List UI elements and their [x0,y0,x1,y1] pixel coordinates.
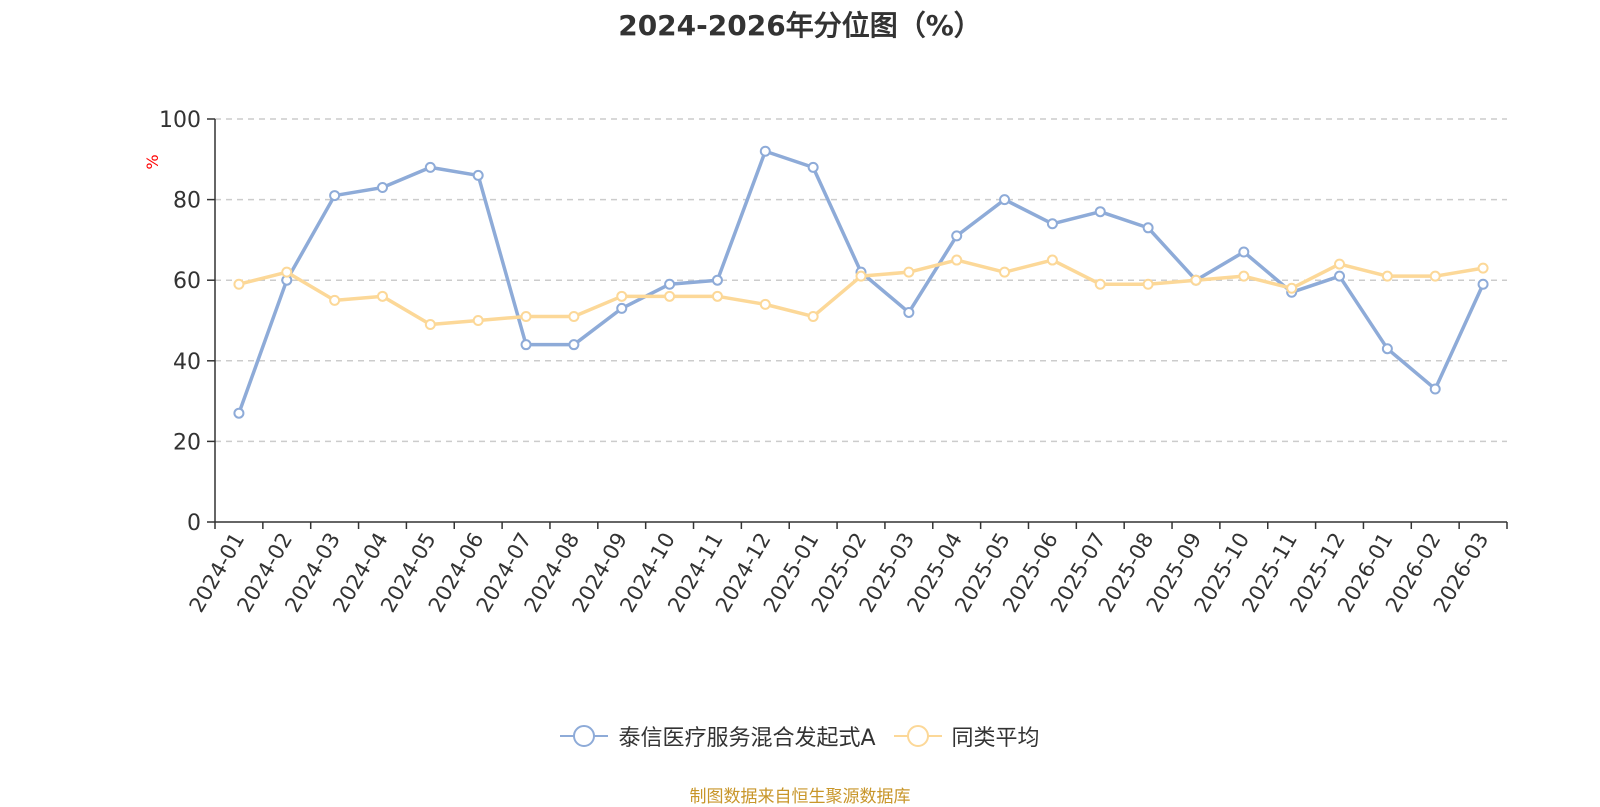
y-axis-label: % [143,154,162,169]
series-1-point[interactable] [1142,278,1154,290]
y-tick-label: 100 [159,108,201,133]
legend: 泰信医疗服务混合发起式A 同类平均 [0,720,1600,752]
series-0-point[interactable] [711,274,723,286]
series-0-point[interactable] [1334,270,1346,282]
series-1-point[interactable] [233,278,245,290]
legend-marker-fund [560,725,609,747]
series-0-point[interactable] [329,190,341,202]
series-0-point[interactable] [520,339,532,351]
series-1-point[interactable] [1190,274,1202,286]
y-tick-label: 20 [173,430,201,455]
series-0-point[interactable] [951,230,963,242]
series-1-point[interactable] [664,290,676,302]
axes: 0204060801002024-012024-022024-032024-04… [159,108,1508,616]
legend-label-category-average: 同类平均 [951,726,1040,751]
series-0-point[interactable] [807,161,819,173]
series-1-point[interactable] [1238,270,1250,282]
series-0-point[interactable] [233,407,245,419]
series-0-point[interactable] [568,339,580,351]
series-1-point[interactable] [759,298,771,310]
series-1-point[interactable] [616,290,628,302]
source-note: 制图数据来自恒生聚源数据库 [689,787,911,807]
series-1-point[interactable] [807,310,819,322]
series-1-point[interactable] [281,266,293,278]
series-0-point[interactable] [376,182,388,194]
series-1-point[interactable] [855,270,867,282]
legend-item-fund[interactable]: 泰信医疗服务混合发起式A [560,720,876,752]
series-0-point[interactable] [664,278,676,290]
series-0-point[interactable] [1094,206,1106,218]
series-0-point[interactable] [424,161,436,173]
series-line-0 [237,149,1485,414]
series-1-point[interactable] [903,266,915,278]
chart-title: 2024-2026年分位图（%） [618,9,982,42]
y-tick-label: 40 [173,350,201,375]
series-1-point[interactable] [1429,270,1441,282]
series-0-point[interactable] [472,169,484,181]
series-0-point[interactable] [1381,343,1393,355]
legend-marker-category-average [893,725,942,747]
series-0-point[interactable] [759,145,771,157]
series-1-point[interactable] [376,290,388,302]
y-tick-label: 80 [173,189,201,214]
series-1-point[interactable] [472,315,484,326]
series-0-point[interactable] [903,306,915,318]
legend-label-fund: 泰信医疗服务混合发起式A [618,726,876,751]
series-0-point[interactable] [1429,383,1441,395]
series-1-point[interactable] [520,310,532,322]
series [233,145,1489,419]
series-1-point[interactable] [1477,262,1489,274]
series-0-point[interactable] [1046,218,1058,230]
series-0-point[interactable] [616,302,628,314]
series-1-point[interactable] [1286,282,1298,294]
series-1-point[interactable] [1094,278,1106,290]
series-1-point[interactable] [951,254,963,266]
series-1-point[interactable] [568,310,580,322]
series-0-point[interactable] [1477,278,1489,290]
legend-item-category-average[interactable]: 同类平均 [893,720,1040,752]
series-0-point[interactable] [999,194,1011,206]
series-1-point[interactable] [1046,254,1058,266]
series-1-point[interactable] [1381,270,1393,282]
series-1-point[interactable] [711,290,723,302]
series-0-point[interactable] [1142,222,1154,234]
series-1-point[interactable] [329,294,341,306]
y-tick-label: 0 [187,511,201,536]
series-1-point[interactable] [1334,258,1346,270]
series-0-point[interactable] [1238,246,1250,258]
series-1-point[interactable] [424,319,436,331]
y-tick-label: 60 [173,269,201,294]
series-1-point[interactable] [999,266,1011,278]
